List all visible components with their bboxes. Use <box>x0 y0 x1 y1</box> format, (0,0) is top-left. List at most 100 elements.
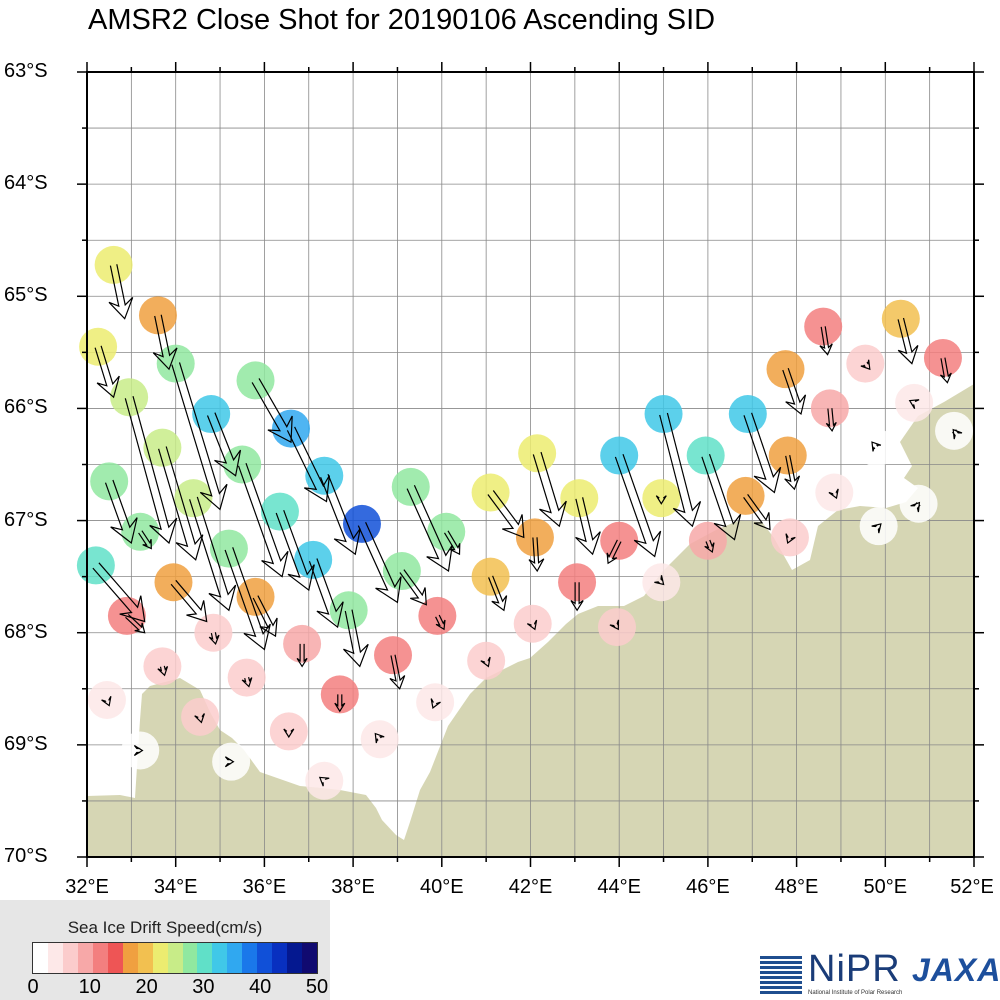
longitude-label: 50°E <box>863 876 908 898</box>
longitude-label: 44°E <box>597 876 641 898</box>
drift-arrow <box>828 488 839 500</box>
drift-arrow <box>194 713 205 724</box>
drift-arrow <box>125 613 146 634</box>
drift-arrow <box>704 539 715 554</box>
drift-arrow <box>406 485 453 573</box>
colorbar-tick-label: 50 <box>305 976 329 998</box>
drift-speed-dot <box>895 383 934 422</box>
drift-speed-dot <box>342 504 381 543</box>
nipr-logo: NiPR National Institute of Polar Researc… <box>760 948 903 998</box>
longitude-label: 42°E <box>508 876 553 898</box>
legend-title: Sea Ice Drift Speed(cm/s) <box>67 918 263 937</box>
map-frame-ticks <box>77 62 984 867</box>
drift-arrow <box>860 359 871 371</box>
drift-speed-dot <box>94 245 133 284</box>
longitude-label: 36°E <box>242 876 287 898</box>
drift-arrow <box>785 533 796 545</box>
drift-arrow <box>528 537 545 573</box>
drift-arrow <box>389 654 406 690</box>
drift-speed-dot <box>209 529 248 568</box>
nipr-logo-icon <box>760 956 802 996</box>
drift-arrow <box>430 698 441 709</box>
drift-arrow <box>296 643 308 668</box>
drift-speed-dot <box>138 296 177 335</box>
latitude-label: 65°S <box>4 284 48 307</box>
colorbar-swatch <box>77 943 93 973</box>
speed-colorbar <box>32 942 318 974</box>
drift-arrow <box>157 665 169 677</box>
latitude-label: 67°S <box>4 508 48 531</box>
drift-arrow <box>283 728 295 739</box>
drift-speed-dot <box>90 462 129 501</box>
drift-speed-dot <box>121 731 160 770</box>
drift-arrow <box>655 495 667 505</box>
drift-speed-dot <box>305 761 344 800</box>
drift-arrow <box>825 408 837 433</box>
drift-speed-dot <box>294 540 333 579</box>
drift-speed-dot <box>899 484 938 523</box>
longitude-label: 32°E <box>65 876 109 898</box>
drift-speed-dot <box>76 546 115 585</box>
drift-arrow <box>871 441 882 452</box>
drift-speed-dot <box>766 350 805 389</box>
drift-arrow <box>399 569 427 606</box>
drift-speed-dot <box>418 596 457 635</box>
colorbar-swatch <box>197 943 213 973</box>
drift-arrow <box>526 619 538 631</box>
latitude-label: 70°S <box>4 845 48 867</box>
drift-arrow <box>357 522 402 604</box>
drift-arrow <box>743 494 771 531</box>
latitude-label: 68°S <box>4 620 48 643</box>
colorbar-tick-label: 0 <box>27 976 39 998</box>
drift-arrow <box>318 776 330 787</box>
drift-speed-dot <box>360 720 399 759</box>
drift-speed-dot <box>846 344 885 383</box>
drift-speed-dot <box>110 378 149 417</box>
drift-speed-dot <box>923 338 962 377</box>
drift-speed-dot <box>143 428 182 467</box>
drift-arrow <box>659 412 702 528</box>
drift-arrow <box>224 756 235 768</box>
drift-arrow <box>275 509 315 592</box>
colorbar-tick-label: 30 <box>192 976 215 998</box>
colorbar-swatch <box>33 943 48 973</box>
drift-arrow <box>94 345 120 399</box>
drift-arrow <box>208 632 220 646</box>
drift-arrow <box>614 454 662 558</box>
drift-speed-dot <box>600 521 639 560</box>
drift-arrow <box>251 378 293 444</box>
drift-speed-dot <box>212 742 251 781</box>
drift-arrow <box>170 579 208 623</box>
drift-arrow <box>701 454 742 541</box>
jaxa-logo: JAXA <box>912 952 1000 988</box>
nipr-logo-text: NiPR <box>808 948 901 990</box>
drift-arrows <box>92 264 963 787</box>
drift-arrow <box>487 490 525 539</box>
drift-speed-dot <box>688 521 727 560</box>
drift-arrow <box>435 614 446 631</box>
drift-speed-dot <box>518 434 557 473</box>
drift-arrow <box>241 676 253 688</box>
drift-speed-dot <box>513 604 552 643</box>
drift-speed-dot <box>686 436 725 475</box>
colorbar-tick-label: 10 <box>78 976 101 998</box>
colorbar-tick-label: 20 <box>135 976 158 998</box>
drift-speed-dot <box>260 492 299 531</box>
drift-arrow <box>108 264 134 320</box>
nipr-logo-subtext: National Institute of Polar Research <box>808 990 903 996</box>
drift-arrow <box>92 562 146 623</box>
map-title: AMSR2 Close Shot for 20190106 Ascending … <box>88 4 716 36</box>
drift-speed-dot <box>804 307 843 346</box>
colorbar-swatch <box>62 943 78 973</box>
drift-arrow <box>784 454 801 491</box>
drift-arrow <box>334 694 346 713</box>
drift-arrow <box>871 523 882 534</box>
colorbar-swatch <box>257 943 273 973</box>
drift-arrow <box>152 314 178 371</box>
drift-speed-dot <box>815 473 854 512</box>
drift-arrow <box>575 497 601 556</box>
drift-arrow <box>171 362 228 511</box>
drift-arrow <box>104 479 138 545</box>
drift-speed-dot <box>881 299 920 338</box>
